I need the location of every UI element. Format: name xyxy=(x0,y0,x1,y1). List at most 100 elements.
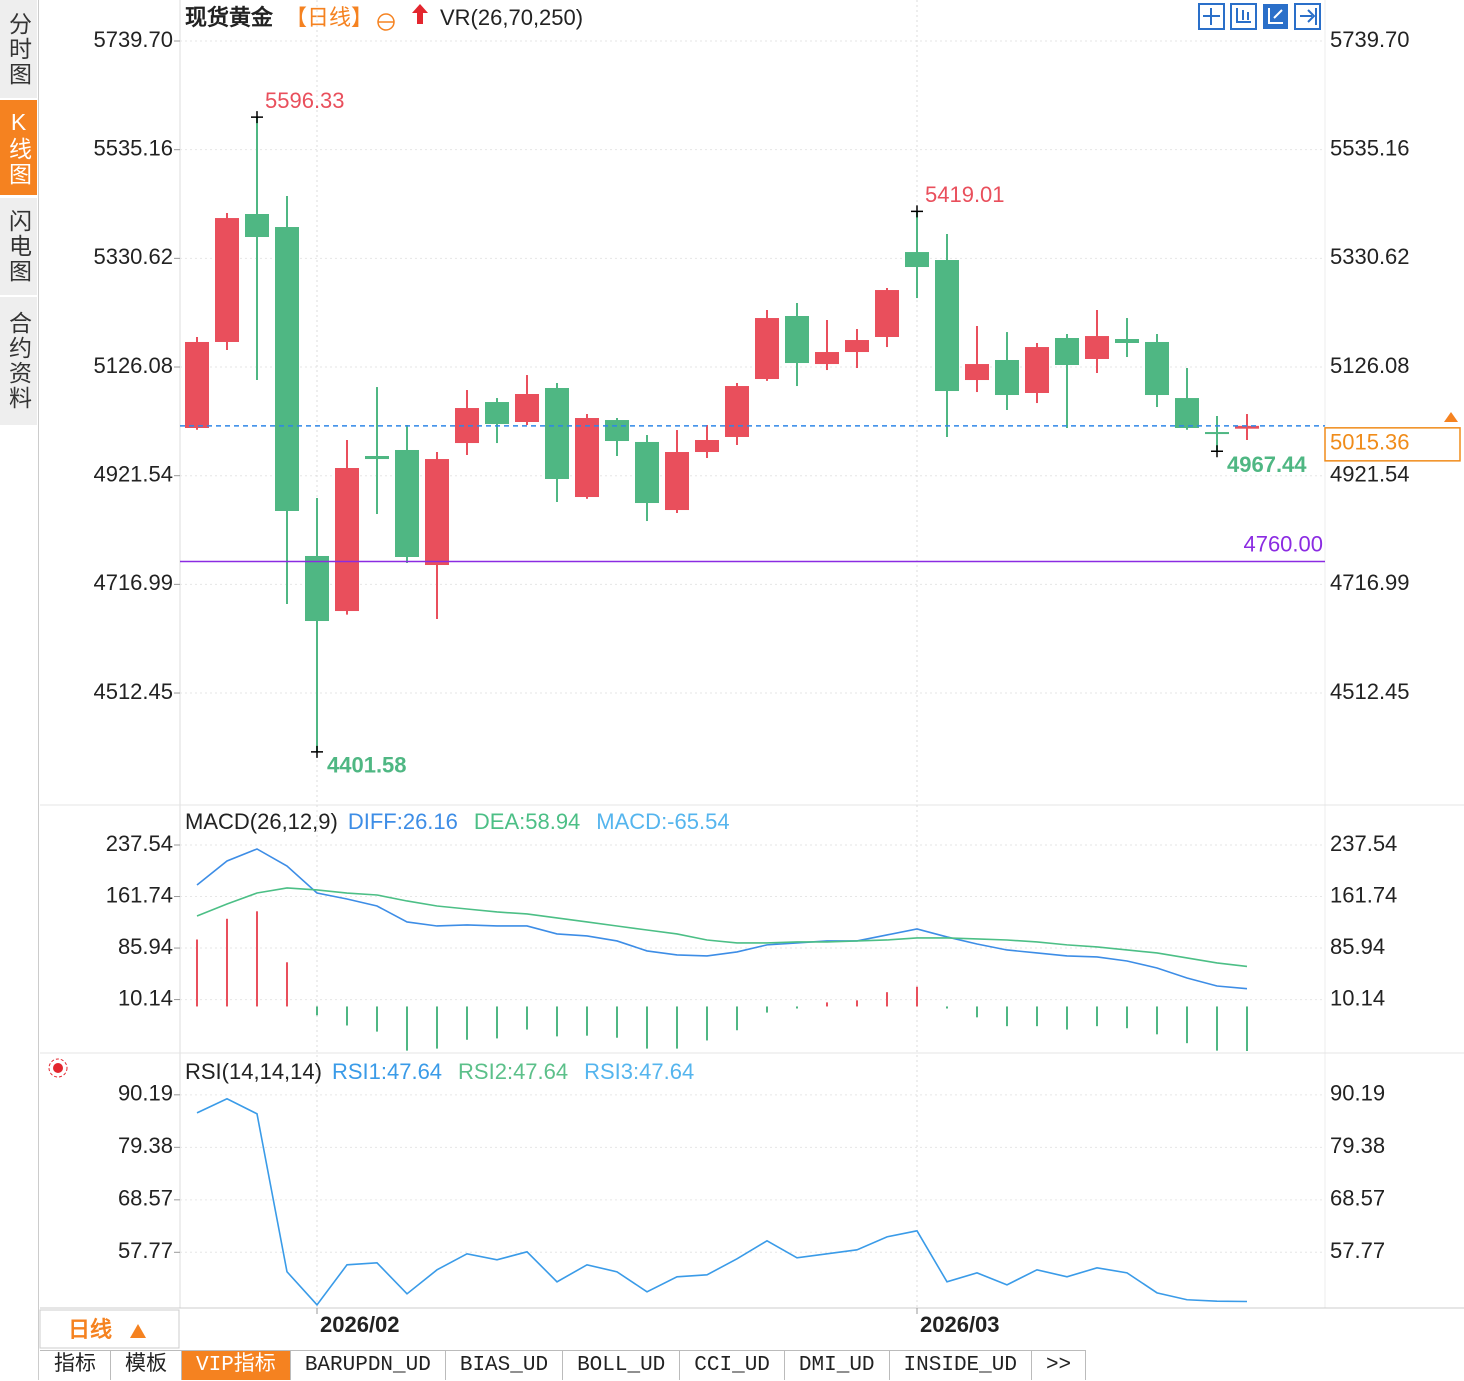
period-button-label: 日线 xyxy=(68,1317,112,1342)
high-marker xyxy=(251,111,263,124)
macd-bar xyxy=(766,1006,768,1013)
switch-arrow-icon[interactable] xyxy=(412,4,428,24)
candle-body xyxy=(335,468,359,612)
y2-tick-label: 4716.99 xyxy=(1330,570,1410,595)
legend-entry: MACD:-65.54 xyxy=(596,809,729,834)
macd-bar xyxy=(1126,1006,1128,1029)
y2-tick-label: 85.94 xyxy=(1330,934,1385,959)
macd-bar xyxy=(1036,1006,1038,1027)
macd-bar xyxy=(1006,1006,1008,1027)
y-tick-label: 5126.08 xyxy=(93,353,173,378)
price-arrow xyxy=(1444,412,1458,422)
bottom-tab[interactable]: CCI_UD xyxy=(680,1351,785,1380)
macd-bar xyxy=(946,1006,948,1009)
y-tick-label: 5535.16 xyxy=(93,135,173,160)
chart: 现货黄金 【日线】 VR(26,70,250) 日线 5739.70 5739.7… xyxy=(39,0,1464,1350)
last-price-label: 5015.36 xyxy=(1330,430,1410,455)
candle-body xyxy=(575,418,599,498)
y2-tick-label: 90.19 xyxy=(1330,1081,1385,1106)
high-label: 5419.01 xyxy=(925,182,1005,207)
macd-bar xyxy=(796,1006,798,1009)
macd-bar xyxy=(286,962,288,1007)
macd-bar xyxy=(376,1006,378,1032)
rsi-settings-icon[interactable] xyxy=(48,1058,68,1078)
bottom-tab[interactable]: INSIDE_UD xyxy=(890,1351,1032,1380)
bottom-tab[interactable]: 模板 xyxy=(111,1351,182,1380)
period-button[interactable] xyxy=(39,1309,180,1349)
toolbar-icon xyxy=(1300,8,1317,25)
toolbar xyxy=(1198,3,1321,30)
candle-body xyxy=(455,408,479,444)
x-tick-label: 2026/03 xyxy=(920,1312,1000,1337)
y-tick-label: 79.38 xyxy=(118,1133,173,1158)
rsi-line xyxy=(196,1097,1248,1307)
candle-body xyxy=(965,364,989,381)
macd-bar xyxy=(256,911,258,1007)
candle-body xyxy=(515,393,539,422)
legend-entry: RSI1:47.64 xyxy=(332,1059,442,1084)
candle-body xyxy=(545,387,569,480)
macd-bar xyxy=(1186,1006,1188,1044)
candle-body xyxy=(485,402,509,425)
macd-line xyxy=(196,848,1248,990)
sidebar-tab[interactable]: K线图 xyxy=(0,100,37,197)
candle-body xyxy=(185,341,209,429)
candle-body xyxy=(305,555,329,622)
low-marker xyxy=(311,745,323,758)
candle-body xyxy=(695,440,719,453)
sidebar-tab[interactable]: 分时图 xyxy=(0,0,37,100)
macd-bar xyxy=(646,1006,648,1049)
y2-tick-label: 4921.54 xyxy=(1330,462,1410,487)
period-label: 【日线】 xyxy=(285,5,373,30)
y-tick-label: 5330.62 xyxy=(93,244,173,269)
bottom-tab[interactable]: BIAS_UD xyxy=(446,1351,564,1380)
macd-bar xyxy=(886,992,888,1007)
high-marker xyxy=(911,205,923,218)
y2-tick-label: 10.14 xyxy=(1330,985,1385,1010)
chart-title: 现货黄金 xyxy=(185,5,274,30)
low-label: 4401.58 xyxy=(327,753,407,778)
y-tick-label: 85.94 xyxy=(118,934,173,959)
macd-line xyxy=(196,887,1248,968)
candle-body xyxy=(425,459,449,566)
candle-body xyxy=(605,420,629,442)
y2-tick-label: 237.54 xyxy=(1330,831,1397,856)
candle-body xyxy=(785,316,809,364)
toolbar-icon xyxy=(1268,8,1283,24)
bottom-tab[interactable]: DMI_UD xyxy=(785,1351,890,1380)
bottom-tab[interactable]: BARUPDN_UD xyxy=(291,1351,446,1380)
bottom-tab[interactable]: BOLL_UD xyxy=(563,1351,681,1380)
sidebar-tab[interactable]: 合约资料 xyxy=(0,297,37,427)
candle-body xyxy=(1085,336,1109,359)
candle-body xyxy=(1175,398,1199,429)
candle-body xyxy=(245,214,269,238)
macd-bar xyxy=(616,1006,618,1038)
candle-body xyxy=(995,359,1019,396)
bottom-tab[interactable]: >> xyxy=(1032,1351,1087,1380)
candle-body xyxy=(845,340,869,353)
candle-body xyxy=(905,252,929,268)
macd-bar xyxy=(526,1006,528,1030)
bottom-tab[interactable]: VIP指标 xyxy=(182,1351,291,1380)
macd-bar xyxy=(196,939,198,1007)
candle-body xyxy=(1235,425,1259,429)
low-label: 4967.44 xyxy=(1227,452,1307,477)
low-marker xyxy=(1211,445,1223,458)
chart-background xyxy=(40,0,1464,1350)
sidebar-tab[interactable]: 闪电图 xyxy=(0,198,37,297)
macd-bar xyxy=(1096,1006,1098,1027)
candle-body xyxy=(665,452,689,511)
macd-bar xyxy=(706,1006,708,1041)
macd-bar xyxy=(976,1006,978,1018)
bottom-tab[interactable]: 指标 xyxy=(40,1351,111,1380)
macd-bar xyxy=(1216,1006,1218,1051)
legend-entry: RSI3:47.64 xyxy=(584,1059,694,1084)
y-tick-label: 90.19 xyxy=(118,1081,173,1106)
legend-entry: DIFF:26.16 xyxy=(348,809,458,834)
y2-tick-label: 5330.62 xyxy=(1330,244,1410,269)
bottom-tabs: 指标 模板 VIP指标 BARUPDN_UD BIAS_UD BOLL_UD CCI_UD D… xyxy=(40,1350,1087,1381)
y-tick-label: 161.74 xyxy=(106,882,173,907)
legend-entry: DEA:58.94 xyxy=(474,809,580,834)
y-tick-label: 237.54 xyxy=(106,831,173,856)
y-tick-label: 5739.70 xyxy=(93,27,173,52)
